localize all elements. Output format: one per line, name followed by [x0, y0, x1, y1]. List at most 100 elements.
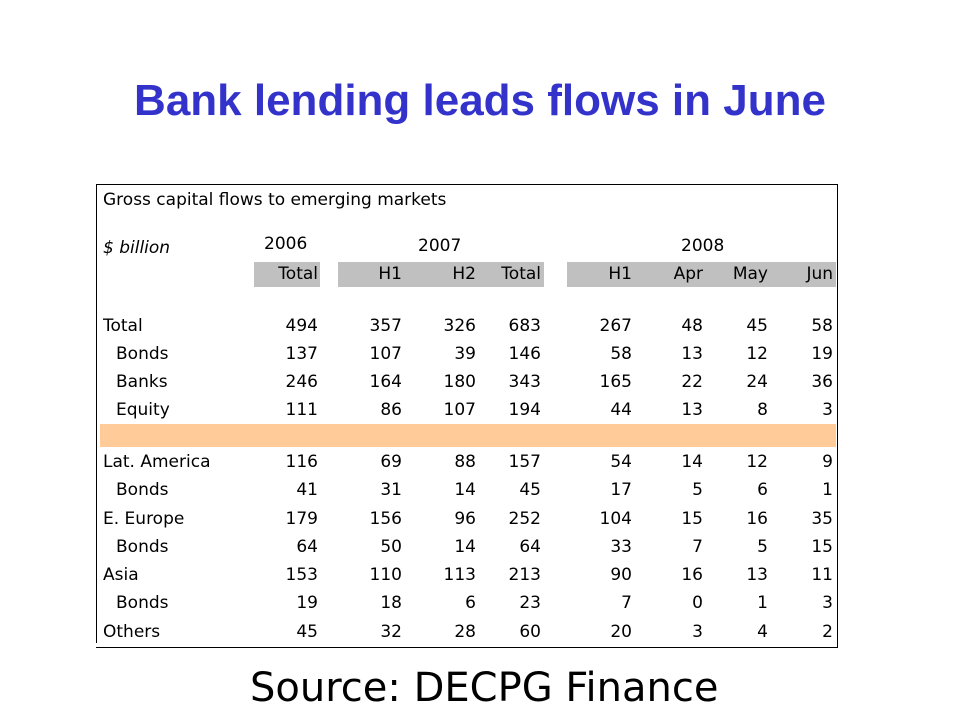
table-cell: 22: [681, 372, 703, 392]
table-cell: 39: [454, 344, 476, 364]
table-cell: 45: [746, 316, 768, 336]
table-cell: 54: [610, 452, 632, 472]
table-cell: 15: [811, 537, 833, 557]
table-cell: 3: [822, 593, 833, 613]
year-2007: 2007: [418, 236, 462, 256]
table-cell: 24: [746, 372, 768, 392]
table-cell: 12: [746, 452, 768, 472]
table-cell: 16: [746, 509, 768, 529]
column-header: Apr: [673, 264, 703, 284]
table-cell: 165: [599, 372, 632, 392]
year-2006: 2006: [264, 234, 308, 254]
table-cell: 58: [610, 344, 632, 364]
table-cell: 28: [454, 622, 476, 642]
table-cell: 35: [811, 509, 833, 529]
row-label: Total: [103, 316, 143, 336]
column-header: May: [732, 264, 768, 284]
table-cell: 44: [610, 400, 632, 420]
header-bar-2006: [254, 262, 320, 287]
table-cell: 9: [822, 452, 833, 472]
table-cell: 1: [822, 480, 833, 500]
table-cell: 86: [380, 400, 402, 420]
unit-label: $ billion: [103, 238, 171, 258]
row-label: E. Europe: [103, 509, 185, 529]
table-heading: Gross capital flows to emerging markets: [103, 190, 447, 210]
table-cell: 343: [508, 372, 541, 392]
row-label: Bonds: [116, 344, 169, 364]
table-frame: [96, 184, 838, 648]
table-cell: 41: [296, 480, 318, 500]
row-label: Bonds: [116, 593, 169, 613]
table-cell: 326: [443, 316, 476, 336]
table-cell: 90: [610, 565, 632, 585]
row-label: Bonds: [116, 480, 169, 500]
column-header: Total: [501, 264, 541, 284]
table-cell: 180: [443, 372, 476, 392]
table-cell: 45: [296, 622, 318, 642]
table-cell: 153: [285, 565, 318, 585]
table-cell: 60: [519, 622, 541, 642]
table-cell: 3: [822, 400, 833, 420]
header-bar-2007: [338, 262, 544, 287]
column-header: Total: [278, 264, 318, 284]
table-cell: 213: [508, 565, 541, 585]
table-cell: 13: [746, 565, 768, 585]
table-cell: 45: [519, 480, 541, 500]
table-cell: 3: [692, 622, 703, 642]
table-cell: 5: [757, 537, 768, 557]
table-cell: 357: [369, 316, 402, 336]
table-cell: 146: [508, 344, 541, 364]
separator-band: [100, 424, 836, 447]
table-cell: 0: [692, 593, 703, 613]
table-cell: 20: [610, 622, 632, 642]
table-cell: 14: [454, 480, 476, 500]
table-cell: 7: [621, 593, 632, 613]
table-cell: 13: [681, 400, 703, 420]
table-cell: 12: [746, 344, 768, 364]
header-bar-2008: [567, 262, 836, 287]
table-cell: 19: [811, 344, 833, 364]
table-cell: 88: [454, 452, 476, 472]
table-cell: 267: [599, 316, 632, 336]
table-cell: 48: [681, 316, 703, 336]
table-cell: 16: [681, 565, 703, 585]
table-cell: 116: [285, 452, 318, 472]
table-cell: 194: [508, 400, 541, 420]
table-cell: 179: [285, 509, 318, 529]
table-cell: 6: [757, 480, 768, 500]
table-cell: 96: [454, 509, 476, 529]
year-2008: 2008: [681, 236, 725, 256]
table-cell: 36: [811, 372, 833, 392]
table-cell: 19: [296, 593, 318, 613]
table-cell: 246: [285, 372, 318, 392]
table-cell: 7: [692, 537, 703, 557]
table-cell: 69: [380, 452, 402, 472]
table-cell: 107: [443, 400, 476, 420]
table-cell: 31: [380, 480, 402, 500]
table-cell: 15: [681, 509, 703, 529]
table-cell: 494: [285, 316, 318, 336]
table-cell: 50: [380, 537, 402, 557]
table-cell: 33: [610, 537, 632, 557]
table-left-border: [96, 185, 97, 643]
row-label: Bonds: [116, 537, 169, 557]
table-cell: 14: [681, 452, 703, 472]
table-cell: 1: [757, 593, 768, 613]
column-header: H2: [452, 264, 476, 284]
table-cell: 683: [508, 316, 541, 336]
column-header: Jun: [806, 264, 833, 284]
table-cell: 8: [757, 400, 768, 420]
row-label: Asia: [103, 565, 139, 585]
table-cell: 157: [508, 452, 541, 472]
row-label: Banks: [116, 372, 168, 392]
row-label: Lat. America: [103, 452, 211, 472]
table-cell: 5: [692, 480, 703, 500]
table-cell: 32: [380, 622, 402, 642]
row-label: Others: [103, 622, 161, 642]
table-cell: 64: [519, 537, 541, 557]
table-cell: 18: [380, 593, 402, 613]
column-header: H1: [378, 264, 402, 284]
table-cell: 14: [454, 537, 476, 557]
table-cell: 252: [508, 509, 541, 529]
row-label: Equity: [116, 400, 170, 420]
